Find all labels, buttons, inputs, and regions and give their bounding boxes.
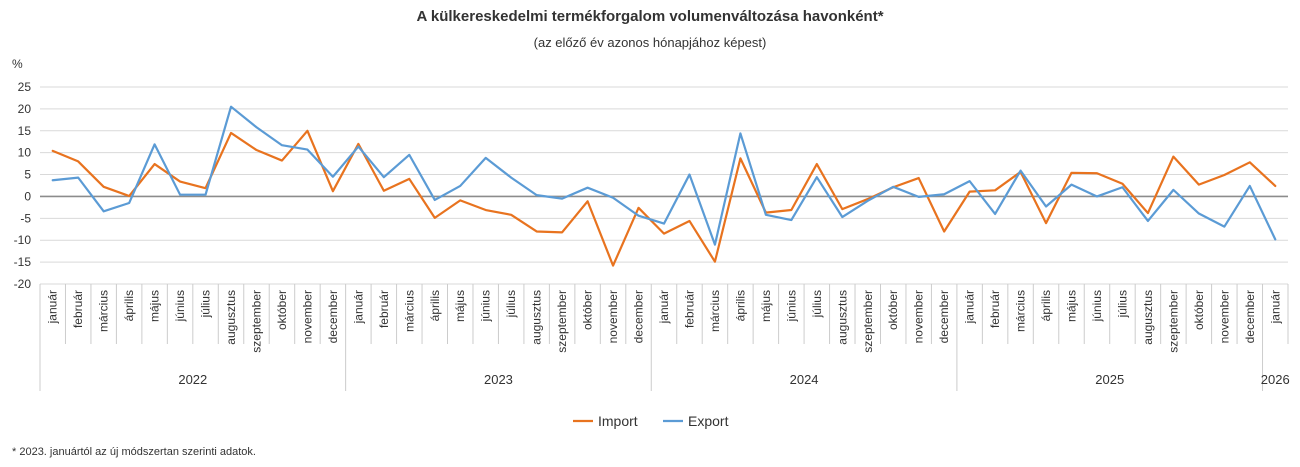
x-tick-label: április: [733, 290, 747, 321]
x-tick-label: július: [504, 290, 518, 318]
y-tick-label: 10: [18, 146, 32, 160]
footnote: * 2023. januártól az új módszertan szeri…: [12, 446, 256, 458]
legend-label-import: Import: [598, 413, 638, 429]
x-tick-label: október: [275, 290, 289, 330]
x-tick-label: szeptember: [861, 290, 875, 353]
x-tick-label: március: [402, 290, 416, 332]
x-tick-label: december: [326, 290, 340, 343]
x-tick-label: augusztus: [835, 290, 849, 345]
x-tick-label: január: [657, 290, 671, 324]
x-tick-label: szeptember: [1166, 290, 1180, 353]
x-tick-label: február: [71, 290, 85, 328]
x-tick-label: július: [810, 290, 824, 318]
x-tick-label: június: [479, 290, 493, 322]
x-tick-label: február: [377, 290, 391, 328]
chart-title: A külkereskedelmi termékforgalom volumen…: [416, 8, 884, 25]
x-tick-label: április: [122, 290, 136, 321]
y-tick-label: 5: [24, 168, 31, 182]
x-tick-label: június: [173, 290, 187, 322]
x-tick-label: augusztus: [530, 290, 544, 345]
y-tick-label: 0: [24, 189, 31, 203]
year-label: 2024: [790, 372, 819, 387]
x-tick-label: január: [963, 290, 977, 324]
x-tick-label: december: [1243, 290, 1257, 343]
y-axis-unit-label: %: [12, 57, 23, 71]
x-tick-label: február: [988, 290, 1002, 328]
series-line-import: [51, 129, 1277, 267]
x-tick-label: július: [1115, 290, 1129, 318]
legend: Import Export: [573, 413, 729, 429]
y-tick-label: -5: [20, 211, 31, 225]
year-label: 2026: [1261, 372, 1290, 387]
x-tick-label: március: [97, 290, 111, 332]
x-tick-label: augusztus: [1141, 290, 1155, 345]
x-tick-label: június: [784, 290, 798, 322]
x-tick-label: június: [1090, 290, 1104, 322]
x-tick-label: január: [1268, 290, 1282, 324]
x-tick-label: szeptember: [555, 290, 569, 353]
x-tick-label: május: [148, 290, 162, 322]
y-tick-label: -10: [14, 233, 32, 247]
x-tick-label: november: [912, 290, 926, 343]
x-tick-label: március: [708, 290, 722, 332]
x-tick-label: december: [632, 290, 646, 343]
y-tick-label: 15: [18, 124, 32, 138]
x-tick-label: május: [1065, 290, 1079, 322]
x-axis: január február március április május június jú…: [39, 284, 1290, 391]
x-tick-label: október: [581, 290, 595, 330]
legend-label-export: Export: [688, 413, 729, 429]
x-tick-label: július: [199, 290, 213, 318]
x-tick-label: január: [46, 290, 60, 324]
gridlines: 25 20 15 10 5 0 -5 -10 -15 -20: [14, 80, 1288, 291]
x-tick-label: december: [937, 290, 951, 343]
y-tick-label: -20: [14, 277, 32, 291]
x-tick-label: november: [300, 290, 314, 343]
series-lines: [51, 105, 1277, 267]
y-tick-label: 20: [18, 102, 32, 116]
x-tick-label: május: [759, 290, 773, 322]
series-line-export: [51, 105, 1277, 246]
x-tick-label: január: [351, 290, 365, 324]
x-tick-label: augusztus: [224, 290, 238, 345]
year-label: 2022: [178, 372, 207, 387]
x-tick-label: október: [1192, 290, 1206, 330]
x-tick-label: április: [428, 290, 442, 321]
x-tick-label: május: [453, 290, 467, 322]
y-tick-label: 25: [18, 80, 32, 94]
x-tick-label: szeptember: [249, 290, 263, 353]
x-tick-label: november: [606, 290, 620, 343]
year-label: 2025: [1095, 372, 1124, 387]
y-tick-label: -15: [14, 255, 32, 269]
x-tick-label: november: [1217, 290, 1231, 343]
chart-subtitle: (az előző év azonos hónapjához képest): [533, 35, 767, 50]
x-tick-label: március: [1014, 290, 1028, 332]
x-tick-label: február: [682, 290, 696, 328]
x-tick-label: október: [886, 290, 900, 330]
x-tick-label: április: [1039, 290, 1053, 321]
year-label: 2023: [484, 372, 513, 387]
